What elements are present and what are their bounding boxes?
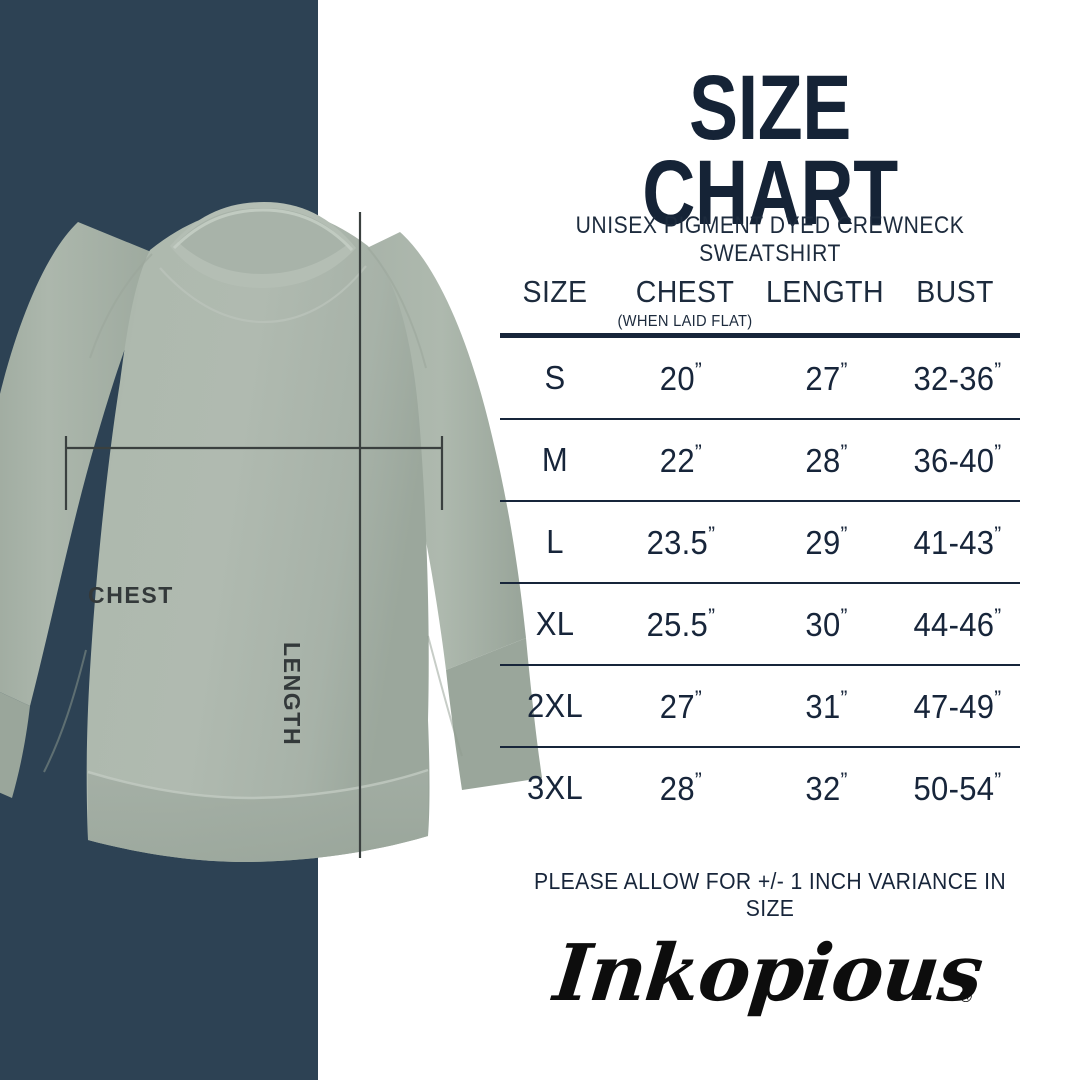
cell-length: 32”	[805, 768, 848, 807]
hem-seam	[87, 768, 429, 800]
cell-chest: 20”	[614, 338, 756, 420]
inch-mark: ”	[708, 604, 715, 629]
cell-size: M	[503, 419, 607, 502]
inch-mark: ”	[840, 604, 848, 629]
table-body: S 20” 27” 32-36” M 22” 28” 36-40” L 23.5” 29” 41-43…	[500, 338, 1020, 828]
cell-chest: 22”	[614, 419, 756, 502]
inch-mark: ”	[994, 604, 1002, 629]
cell-chest: 27”	[614, 665, 756, 748]
cell-chest: 23.5”	[614, 501, 756, 584]
inch-mark: ”	[994, 768, 1002, 793]
size-table: SIZE CHEST (WHEN LAID FLAT) LENGTH	[500, 274, 1020, 828]
inch-mark: ”	[994, 440, 1002, 465]
garment-body	[86, 208, 430, 862]
cell-bust: 50-54”	[913, 768, 1002, 807]
inch-mark: ”	[994, 522, 1002, 547]
length-measurement-label: LENGTH	[279, 642, 305, 747]
inch-mark: ”	[840, 768, 848, 793]
inch-mark: ”	[694, 768, 702, 793]
cell-bust: 36-40”	[893, 419, 1017, 502]
cell-chest: 25.5”	[614, 583, 756, 666]
brand-logo: Inkopious ®	[518, 915, 1018, 1045]
page-subtitle: UNISEX PIGMENT DYED CREWNECK SWEATSHIRT	[575, 212, 965, 267]
inch-mark: ”	[840, 358, 848, 383]
cell-length: 30”	[763, 583, 887, 666]
collar-inner-shadow	[178, 208, 348, 274]
table-row: 3XL 28” 32” 50-54”	[500, 747, 1020, 828]
inch-mark: ”	[694, 358, 702, 383]
column-header-size-label: SIZE	[522, 274, 588, 309]
cell-size: 2XL	[503, 665, 607, 748]
cell-size: L	[503, 501, 607, 584]
page-title: SIZE CHART	[642, 57, 898, 244]
table-row: S 20” 27” 32-36”	[500, 338, 1020, 420]
column-header-chest: CHEST (WHEN LAID FLAT)	[616, 274, 754, 333]
column-header-length-label: LENGTH	[766, 274, 884, 309]
variance-footnote: PLEASE ALLOW FOR +/- 1 INCH VARIANCE IN …	[534, 868, 1006, 921]
collar-highlight	[172, 208, 354, 252]
cell-chest: 28”	[659, 768, 702, 807]
inch-mark: ”	[994, 686, 1002, 711]
inch-mark: ”	[994, 358, 1002, 383]
garment-illustration: CHEST LENGTH	[0, 150, 560, 950]
inch-mark: ”	[840, 440, 848, 465]
cell-size: 3XL	[526, 769, 584, 806]
table-row: XL 25.5” 30” 44-46”	[500, 583, 1020, 666]
size-table-wrapper: SIZE CHEST (WHEN LAID FLAT) LENGTH	[500, 274, 1040, 828]
content-column: SIZE CHART UNISEX PIGMENT DYED CREWNECK …	[500, 0, 1060, 1080]
cell-bust: 32-36”	[893, 338, 1017, 420]
sweatshirt-svg	[0, 202, 542, 862]
cell-length: 28”	[763, 419, 887, 502]
inch-mark: ”	[840, 686, 848, 711]
table-header-row: SIZE CHEST (WHEN LAID FLAT) LENGTH	[500, 274, 1020, 333]
left-shoulder-seam	[89, 253, 153, 359]
right-armhole-seam	[427, 635, 463, 757]
left-cuff	[0, 692, 30, 798]
cell-length: 27”	[763, 338, 887, 420]
cell-length: 29”	[763, 501, 887, 584]
table-row: L 23.5” 29” 41-43”	[500, 501, 1020, 584]
right-shoulder-seam	[367, 247, 427, 369]
left-sleeve	[0, 222, 166, 706]
column-header-length: LENGTH	[765, 274, 885, 333]
cell-bust: 47-49”	[893, 665, 1017, 748]
column-header-chest-note: (WHEN LAID FLAT)	[617, 313, 753, 330]
table-row: 2XL 27” 31” 47-49”	[500, 665, 1020, 748]
column-header-bust-label: BUST	[916, 274, 994, 309]
table-header: SIZE CHEST (WHEN LAID FLAT) LENGTH	[500, 274, 1020, 338]
inch-mark: ”	[694, 686, 702, 711]
cell-size: XL	[503, 583, 607, 666]
brand-wordmark: Inkopious	[549, 928, 987, 1019]
cell-bust: 41-43”	[893, 501, 1017, 584]
cell-size: S	[503, 338, 607, 420]
chest-measurement-label: CHEST	[88, 582, 174, 608]
header-divider-rule	[500, 333, 1020, 338]
header-divider-cell	[500, 333, 1020, 338]
cell-bust: 44-46”	[893, 583, 1017, 666]
column-header-chest-label: CHEST	[635, 274, 735, 309]
hem-band	[88, 770, 428, 862]
neck-seam	[159, 265, 367, 324]
column-header-size: SIZE	[504, 274, 605, 333]
inch-mark: ”	[694, 440, 702, 465]
inch-mark: ”	[708, 522, 715, 547]
inch-mark: ”	[840, 522, 848, 547]
left-armhole-seam	[43, 649, 87, 773]
table-row: M 22” 28” 36-40”	[500, 419, 1020, 502]
column-header-bust: BUST	[895, 274, 1015, 333]
registered-trademark-icon: ®	[959, 987, 972, 1006]
cell-length: 31”	[763, 665, 887, 748]
